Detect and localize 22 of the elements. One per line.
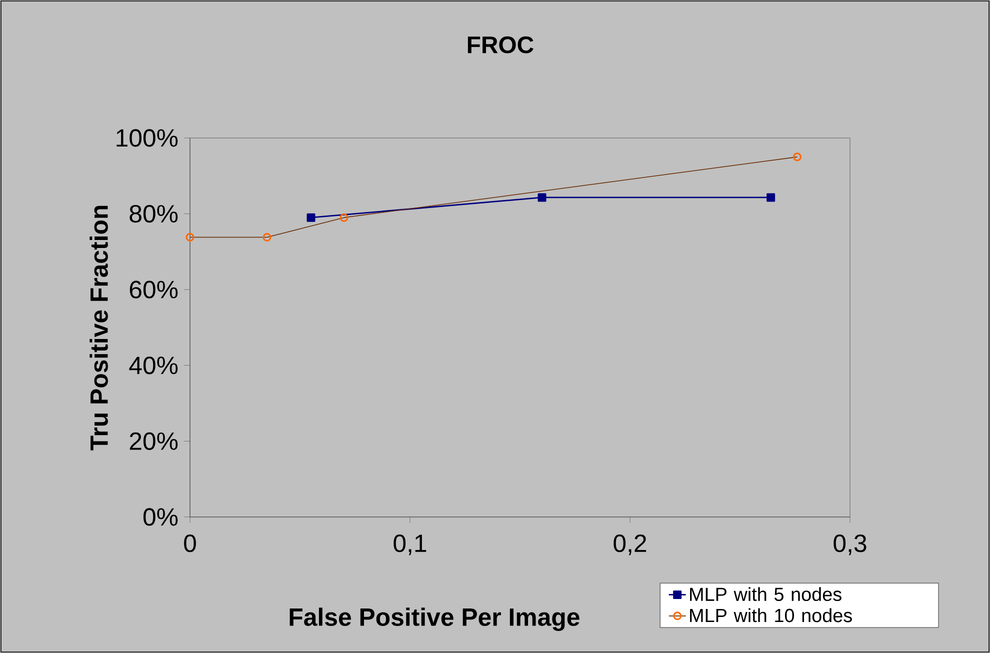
y-axis-title: Tru Positive Fraction (90, 206, 108, 450)
legend-label: MLP with 5 nodes (690, 587, 842, 602)
legend-label: MLP with 10 nodes (690, 608, 852, 622)
point (262, 233, 272, 242)
x-tick-label: 0,2 (614, 534, 646, 556)
y-tick-label: 80% (130, 204, 178, 223)
y-tick-label: 20% (130, 432, 178, 450)
y-tick-label: 100% (116, 129, 178, 147)
y-tick-label: 40% (129, 356, 178, 374)
point (766, 193, 776, 202)
x-tick-label: 0,1 (394, 534, 426, 556)
x-tick-label: 0 (184, 534, 196, 552)
chart-title: FROC (468, 36, 534, 54)
x-axis-title: False Positive Per Image (290, 608, 580, 631)
point (186, 233, 194, 242)
point (538, 193, 546, 202)
x-tick-label: 0,3 (834, 534, 866, 556)
point (306, 213, 316, 222)
y-tick-label: 60% (130, 280, 178, 298)
point (340, 213, 348, 222)
point (792, 152, 802, 162)
y-tick-label: 0% (143, 508, 178, 526)
